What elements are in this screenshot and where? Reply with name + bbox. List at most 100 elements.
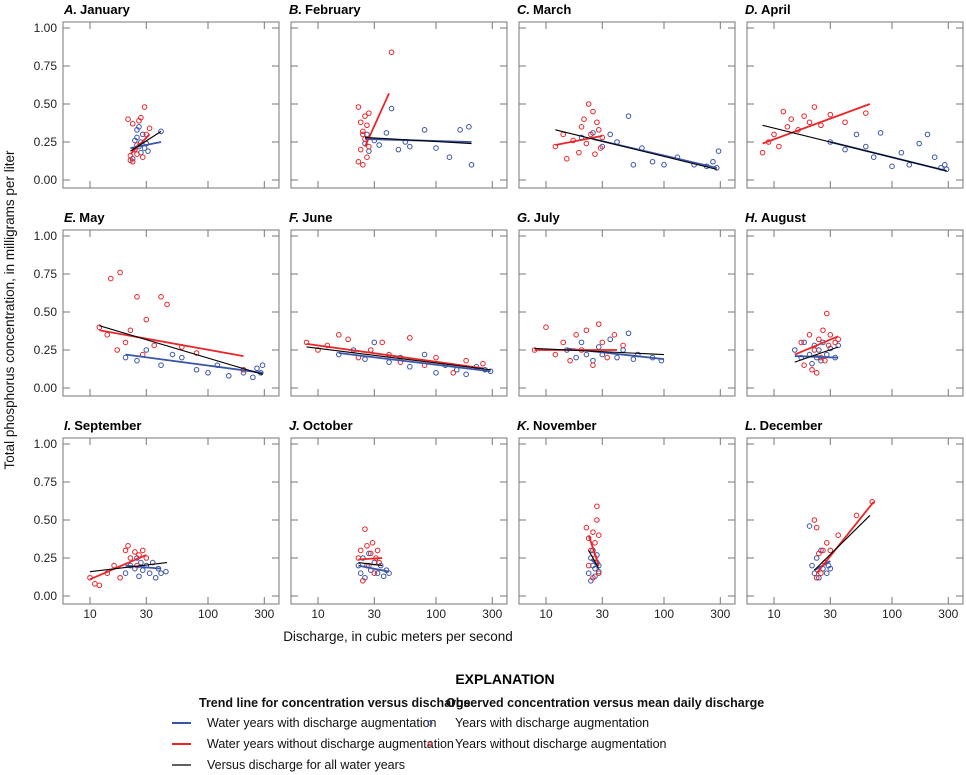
- x-tick-label: 100: [654, 607, 674, 621]
- point-without: [360, 131, 366, 138]
- point-without: [780, 108, 787, 115]
- point-with: [134, 357, 140, 364]
- point-with: [259, 362, 266, 369]
- point-with: [366, 148, 372, 154]
- point-with: [863, 143, 869, 150]
- point-without: [813, 370, 820, 376]
- point-with: [138, 559, 144, 566]
- panel-frame: [746, 437, 964, 605]
- trend-without-line: [555, 135, 603, 146]
- trend-with-line: [358, 564, 390, 573]
- point-without: [374, 547, 381, 554]
- point-without: [776, 143, 782, 150]
- panel-letter: B.: [289, 2, 302, 17]
- point-without: [480, 360, 486, 367]
- panel-title: J. October: [289, 418, 353, 433]
- trend-without-line: [358, 557, 383, 561]
- point-without: [345, 336, 351, 343]
- point-without: [595, 570, 602, 577]
- point-without: [798, 339, 804, 346]
- point-without: [599, 339, 606, 346]
- point-with: [809, 360, 815, 367]
- panel-frame: [290, 21, 508, 189]
- panel-frame: [746, 21, 964, 189]
- point-with: [386, 359, 392, 365]
- point-without: [371, 570, 378, 577]
- point-without: [595, 321, 602, 327]
- panel-may: E. May 0.00 0.25 0.50 0.75 1.00: [34, 210, 280, 397]
- point-with: [143, 347, 150, 353]
- point-without: [759, 149, 766, 156]
- point-without: [590, 362, 596, 369]
- point-with: [169, 351, 176, 358]
- point-without: [842, 119, 848, 126]
- trend-with-line: [794, 355, 839, 359]
- panel-title: G. July: [517, 210, 561, 225]
- point-without: [560, 131, 567, 138]
- panel-month: September: [74, 418, 141, 433]
- point-without: [594, 503, 600, 510]
- point-without: [590, 574, 596, 581]
- panel-letter: C.: [517, 2, 530, 17]
- x-tick-label: 10: [767, 607, 781, 621]
- point-without: [811, 347, 818, 353]
- point-without: [604, 354, 610, 361]
- point-without: [114, 347, 120, 353]
- point-without: [143, 316, 150, 323]
- point-without: [388, 49, 395, 56]
- point-with: [149, 559, 156, 566]
- point-with: [335, 351, 342, 358]
- point-without: [599, 134, 606, 141]
- panel-title: E. May: [64, 210, 105, 225]
- x-tick-label: 300: [254, 607, 274, 621]
- trend-with-line: [130, 141, 162, 149]
- point-without: [433, 354, 439, 361]
- trend-all-line: [358, 562, 383, 567]
- point-without: [369, 540, 376, 546]
- point-without: [164, 301, 170, 308]
- panel-july: G. July: [517, 210, 736, 397]
- point-without: [825, 342, 832, 349]
- legend-marker-without: [427, 741, 433, 747]
- point-with: [158, 128, 164, 135]
- y-tick-label: 0.25: [34, 135, 58, 149]
- panel-september: I. September 0.00 0.25 0.50 0.75 1.00 10 30 100 30…: [34, 418, 280, 621]
- point-without: [355, 555, 362, 561]
- y-tick-label: 1.00: [34, 21, 58, 35]
- point-without: [357, 119, 364, 126]
- panel-month: May: [79, 210, 105, 225]
- point-with: [357, 570, 364, 577]
- point-with: [146, 570, 153, 577]
- x-tick-label: 10: [539, 607, 553, 621]
- point-with: [407, 143, 413, 150]
- x-tick-label: 100: [882, 607, 902, 621]
- panel-frame: [62, 229, 280, 397]
- point-without: [139, 547, 146, 554]
- x-tick-label: 300: [938, 607, 958, 621]
- legend-obs-with: Years with discharge augmentation: [455, 716, 649, 730]
- trend-without-line: [99, 329, 244, 357]
- point-without: [820, 327, 826, 334]
- point-with: [630, 356, 637, 362]
- x-tick-label: 300: [482, 607, 502, 621]
- point-without: [578, 124, 585, 130]
- panel-title: C. March: [517, 2, 571, 17]
- legend-title: EXPLANATION: [455, 671, 554, 687]
- point-with: [179, 354, 185, 361]
- point-without: [823, 310, 830, 317]
- point-without: [362, 113, 368, 119]
- point-with: [371, 339, 378, 346]
- point-without: [450, 370, 457, 376]
- panel-month: March: [533, 2, 571, 17]
- point-without: [594, 119, 600, 126]
- point-without: [366, 143, 372, 150]
- panel-letter: F.: [289, 210, 299, 225]
- point-without: [818, 122, 824, 129]
- point-with: [225, 373, 232, 379]
- point-without: [552, 351, 559, 358]
- point-with: [931, 154, 938, 160]
- point-without: [125, 116, 131, 122]
- y-axis-label: Total phosphorus concentration, in milli…: [2, 150, 17, 469]
- point-without: [784, 124, 791, 130]
- point-without: [811, 517, 818, 523]
